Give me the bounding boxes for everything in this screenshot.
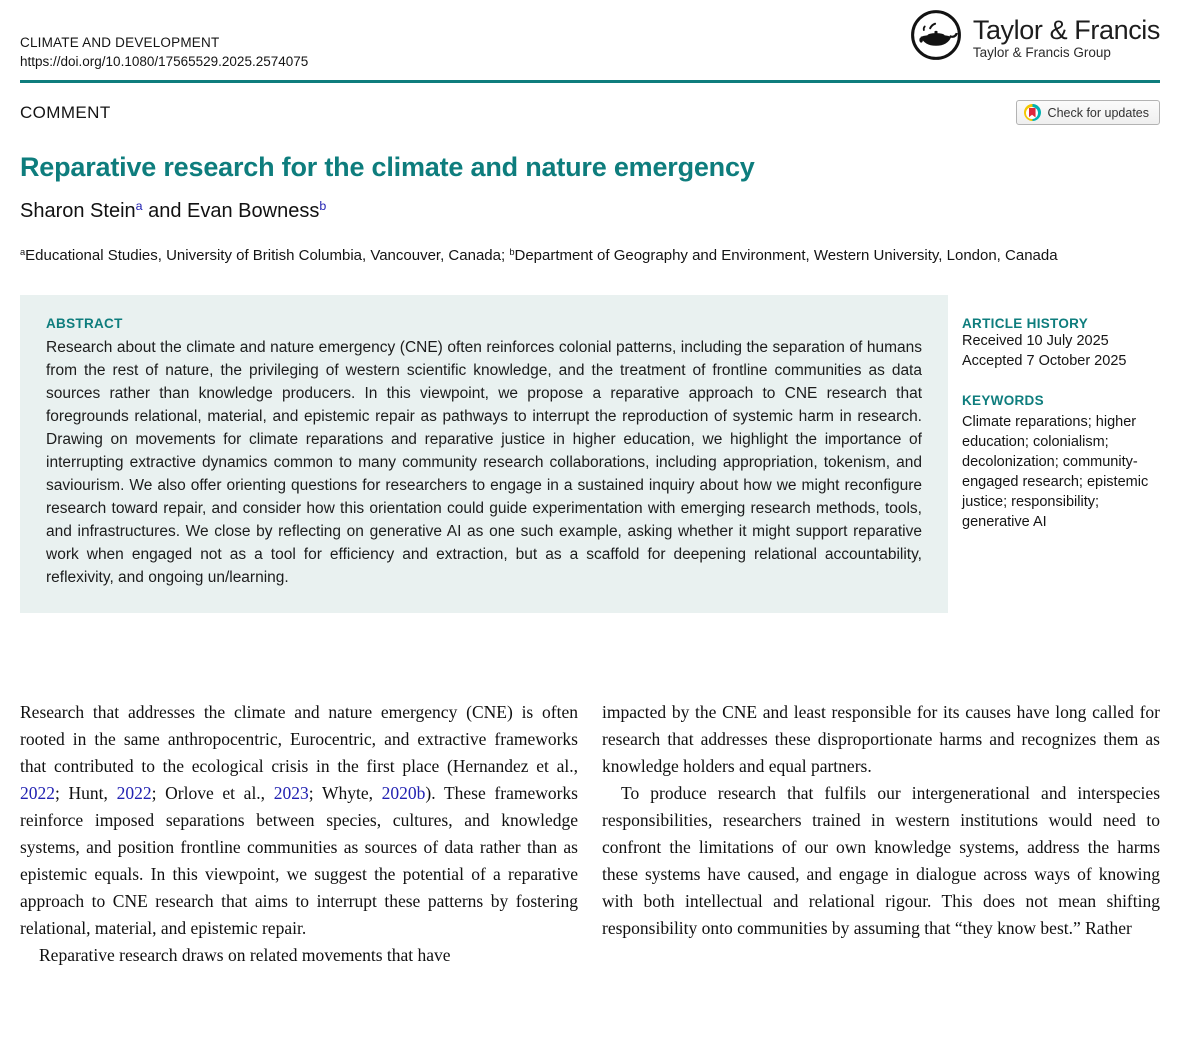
page-header: CLIMATE AND DEVELOPMENT https://doi.org/… <box>20 0 1160 72</box>
article-meta-sidebar: ARTICLE HISTORY Received 10 July 2025 Acc… <box>962 295 1160 613</box>
crossmark-icon <box>1023 104 1041 121</box>
article-type-row: COMMENT Check for updates <box>20 100 1160 125</box>
article-title: Reparative research for the climate and … <box>20 152 755 182</box>
body-paragraph: Research that addresses the climate and … <box>20 699 578 942</box>
article-body: Research that addresses the climate and … <box>20 699 1160 969</box>
article-history-heading: ARTICLE HISTORY <box>962 316 1089 331</box>
abstract-text: Research about the climate and nature em… <box>46 339 922 586</box>
doi-text: https://doi.org/10.1080/17565529.2025.25… <box>20 54 309 69</box>
article-history-entry: Accepted 7 October 2025 <box>962 353 1127 369</box>
publisher-name: Taylor & Francis <box>972 14 1161 45</box>
body-paragraph: impacted by the CNE and least responsibl… <box>602 699 1160 780</box>
body-paragraph: To produce research that fulfils our int… <box>602 780 1160 942</box>
abstract-heading: ABSTRACT <box>46 316 123 331</box>
taylor-francis-lamp-icon <box>909 8 963 67</box>
publisher-logo: Taylor & Francis Taylor & Francis Group <box>909 6 1160 67</box>
keywords-block: KEYWORDS Climate reparations; higher edu… <box>962 393 1160 532</box>
article-history-list: Received 10 July 2025 Accepted 7 October … <box>962 331 1160 371</box>
journal-name: CLIMATE AND DEVELOPMENT <box>20 35 220 50</box>
abstract-section: ABSTRACT Research about the climate and … <box>20 295 1160 613</box>
check-for-updates-button[interactable]: Check for updates <box>1015 100 1160 125</box>
publisher-group-name: Taylor & Francis Group <box>972 44 1111 60</box>
affiliation-sup-link[interactable]: a <box>135 199 143 214</box>
journal-info: CLIMATE AND DEVELOPMENT https://doi.org/… <box>20 6 308 72</box>
text-segment: Evan Bowness <box>187 200 320 222</box>
text-segment: Research that addresses the climate and … <box>20 702 578 776</box>
citation-link[interactable]: 2020b <box>381 783 426 803</box>
publisher-wordmark: Taylor & Francis Taylor & Francis Group <box>972 14 1161 61</box>
citation-link[interactable]: 2022 <box>20 783 55 803</box>
article-type-label: COMMENT <box>20 102 111 122</box>
body-left-column: Research that addresses the climate and … <box>20 699 578 969</box>
text-segment: To produce research that fulfils our int… <box>602 783 1160 938</box>
text-segment: impacted by the CNE and least responsibl… <box>602 702 1160 776</box>
text-segment: and <box>142 200 188 222</box>
keywords-text: Climate reparations; higher education; c… <box>962 414 1149 530</box>
affiliation-sup-link[interactable]: b <box>319 199 327 214</box>
text-segment: Department of Geography and Environment,… <box>514 247 1058 264</box>
article-history-entry: Received 10 July 2025 <box>962 333 1109 349</box>
text-segment: ; Whyte, <box>308 783 382 803</box>
body-right-column: impacted by the CNE and least responsibl… <box>602 699 1160 969</box>
text-segment: Reparative research draws on related mov… <box>39 945 451 965</box>
teal-divider-rule <box>20 80 1160 83</box>
text-segment: Sharon Stein <box>20 200 136 222</box>
citation-link[interactable]: 2022 <box>116 783 152 803</box>
keywords-heading: KEYWORDS <box>962 393 1044 408</box>
text-segment: ; Hunt, <box>55 783 117 803</box>
citation-link[interactable]: 2023 <box>273 783 309 803</box>
affiliation-sup: b <box>509 246 515 257</box>
text-segment: Educational Studies, University of Briti… <box>25 247 510 264</box>
affiliations-line: aEducational Studies, University of Brit… <box>20 245 1160 268</box>
body-paragraph: Reparative research draws on related mov… <box>20 942 578 969</box>
text-segment: ; Orlove et al., <box>151 783 274 803</box>
affiliation-sup: a <box>20 246 26 257</box>
authors-line: Sharon Steina and Evan Bownessb <box>20 199 1160 223</box>
text-segment: ). These frameworks reinforce imposed se… <box>20 783 578 938</box>
abstract-box: ABSTRACT Research about the climate and … <box>20 295 948 613</box>
check-for-updates-label: Check for updates <box>1047 105 1149 120</box>
